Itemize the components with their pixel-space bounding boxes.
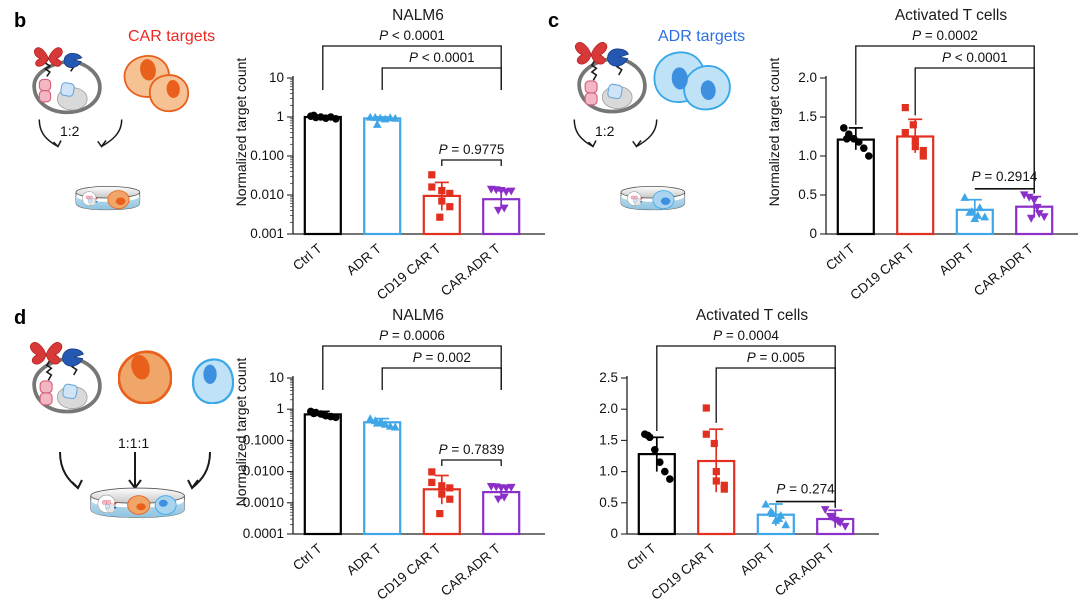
svg-text:0: 0 xyxy=(610,526,618,541)
svg-text:1.5: 1.5 xyxy=(798,109,817,124)
svg-text:10: 10 xyxy=(269,370,284,385)
svg-text:10: 10 xyxy=(269,70,284,85)
svg-text:NALM6: NALM6 xyxy=(392,7,444,24)
svg-text:P = 0.2914: P = 0.2914 xyxy=(972,169,1038,184)
svg-text:0.5: 0.5 xyxy=(798,187,817,202)
svg-text:0.0100: 0.0100 xyxy=(243,464,284,479)
svg-text:1.0: 1.0 xyxy=(798,148,817,163)
svg-text:P = 0.7839: P = 0.7839 xyxy=(439,442,505,457)
svg-text:Activated T cells: Activated T cells xyxy=(696,307,809,324)
svg-text:CD19 CAR T: CD19 CAR T xyxy=(374,541,444,602)
svg-text:0.0001: 0.0001 xyxy=(243,526,284,541)
svg-text:0: 0 xyxy=(809,226,817,241)
svg-text:2.0: 2.0 xyxy=(798,70,817,85)
svg-text:P < 0.0001: P < 0.0001 xyxy=(942,50,1008,65)
svg-text:ADR T: ADR T xyxy=(936,241,976,278)
svg-text:Ctrl T: Ctrl T xyxy=(823,241,858,274)
svg-text:P = 0.002: P = 0.002 xyxy=(413,350,471,365)
svg-text:1.0: 1.0 xyxy=(599,464,618,479)
svg-text:2.5: 2.5 xyxy=(599,370,618,385)
svg-text:CAR.ADR T: CAR.ADR T xyxy=(438,541,503,599)
svg-text:CD19 CAR T: CD19 CAR T xyxy=(648,541,718,602)
svg-text:Ctrl T: Ctrl T xyxy=(624,541,659,574)
svg-text:0.001: 0.001 xyxy=(250,226,284,241)
svg-text:P < 0.0001: P < 0.0001 xyxy=(409,50,475,65)
svg-text:P = 0.005: P = 0.005 xyxy=(747,350,805,365)
svg-text:P = 0.0002: P = 0.0002 xyxy=(912,28,978,43)
svg-text:1: 1 xyxy=(276,109,284,124)
svg-text:ADR T: ADR T xyxy=(344,241,384,278)
svg-text:Ctrl T: Ctrl T xyxy=(290,541,325,574)
svg-text:P < 0.0001: P < 0.0001 xyxy=(379,28,445,43)
svg-text:P = 0.0006: P = 0.0006 xyxy=(379,328,445,343)
svg-text:2.0: 2.0 xyxy=(599,401,618,416)
svg-text:Ctrl T: Ctrl T xyxy=(290,241,325,274)
svg-text:0.010: 0.010 xyxy=(250,187,284,202)
svg-text:CAR.ADR T: CAR.ADR T xyxy=(438,241,503,299)
svg-text:CAR.ADR T: CAR.ADR T xyxy=(772,541,837,599)
svg-text:0.100: 0.100 xyxy=(250,148,284,163)
svg-text:ADR T: ADR T xyxy=(737,541,777,578)
svg-text:P = 0.9775: P = 0.9775 xyxy=(439,142,505,157)
svg-text:0.1000: 0.1000 xyxy=(243,432,284,447)
svg-text:1.5: 1.5 xyxy=(599,432,618,447)
svg-text:CD19 CAR T: CD19 CAR T xyxy=(847,241,917,302)
svg-text:P = 0.0004: P = 0.0004 xyxy=(713,328,779,343)
svg-text:P = 0.274: P = 0.274 xyxy=(776,482,835,497)
svg-text:ADR T: ADR T xyxy=(344,541,384,578)
svg-text:CD19 CAR T: CD19 CAR T xyxy=(374,241,444,302)
svg-text:0.5: 0.5 xyxy=(599,495,618,510)
svg-text:NALM6: NALM6 xyxy=(392,307,444,324)
svg-text:Activated T cells: Activated T cells xyxy=(895,7,1008,24)
svg-text:0.0010: 0.0010 xyxy=(243,495,284,510)
svg-text:1: 1 xyxy=(276,401,284,416)
svg-text:CAR.ADR T: CAR.ADR T xyxy=(971,241,1036,299)
